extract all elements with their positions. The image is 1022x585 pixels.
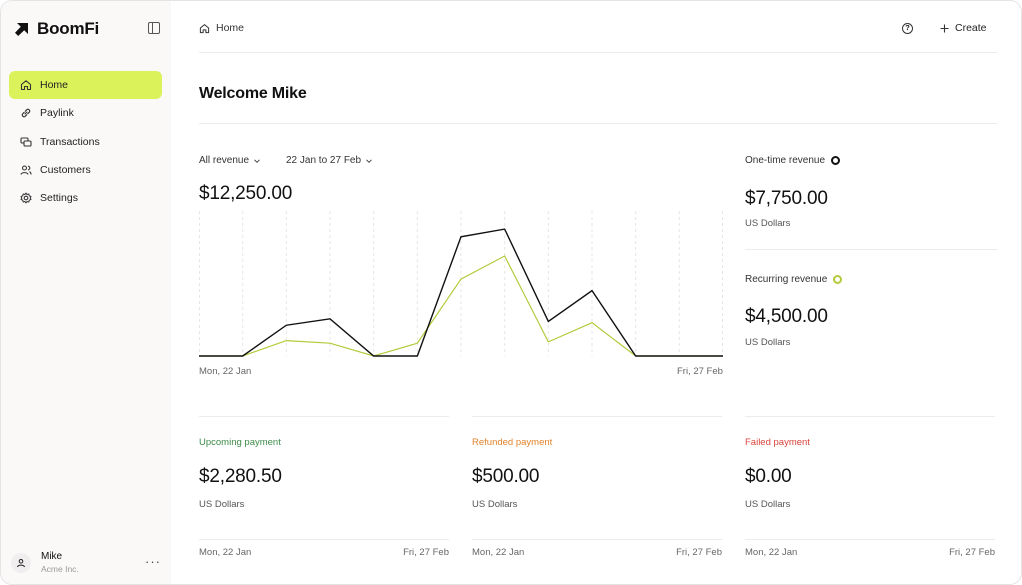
card-date-start: Mon, 22 Jan [745, 547, 798, 558]
one-time-revenue-label: One-time revenue [745, 155, 841, 166]
user-org: Acme Inc. [41, 564, 79, 574]
card-date-start: Mon, 22 Jan [472, 547, 525, 558]
sidebar-toggle-icon[interactable] [148, 22, 160, 34]
revenue-filter-label: All revenue [199, 155, 250, 166]
sidebar-item-settings[interactable]: Settings [9, 184, 162, 212]
create-button[interactable]: Create [940, 22, 987, 34]
card-title: Refunded payment [472, 437, 553, 448]
user-name: Mike [41, 551, 63, 562]
divider [745, 249, 997, 250]
recurring-revenue-label: Recurring revenue [745, 274, 843, 285]
sidebar-item-label: Customers [40, 163, 91, 176]
one-time-revenue-title: One-time revenue [745, 155, 826, 166]
home-icon [20, 80, 32, 91]
revenue-filter-dropdown[interactable]: All revenue [199, 155, 261, 166]
card-unit: US Dollars [472, 499, 518, 510]
create-label: Create [955, 22, 987, 34]
user-info: Mike Acme Inc. [41, 551, 79, 575]
card-date-end: Fri, 27 Feb [949, 547, 995, 558]
divider [472, 416, 722, 417]
recurring-legend-dot [833, 275, 843, 284]
more-options-icon[interactable]: ··· [145, 554, 161, 569]
sidebar-item-label: Settings [40, 192, 78, 205]
sidebar-item-label: Paylink [40, 107, 74, 120]
card-unit: US Dollars [745, 499, 791, 510]
boomfi-logo-icon [15, 23, 28, 36]
divider [199, 539, 449, 540]
transactions-icon [20, 137, 32, 147]
date-range-dropdown[interactable]: 22 Jan to 27 Feb [286, 155, 373, 166]
sidebar-item-transactions[interactable]: Transactions [9, 128, 162, 156]
divider [745, 539, 995, 540]
date-range-label: 22 Jan to 27 Feb [286, 155, 362, 166]
divider [472, 539, 722, 540]
failed-payment-card[interactable]: Failed payment $0.00 US Dollars Mon, 22 … [745, 416, 995, 566]
chart-series-line-0 [199, 228, 723, 357]
gear-icon [20, 192, 32, 204]
chevron-down-icon [366, 158, 372, 163]
recurring-revenue-title: Recurring revenue [745, 274, 828, 285]
users-icon [20, 165, 32, 175]
card-unit: US Dollars [199, 499, 245, 510]
one-time-revenue-value: $7,750.00 [745, 188, 828, 209]
upcoming-payment-card[interactable]: Upcoming payment $2,280.50 US Dollars Mo… [199, 416, 449, 566]
revenue-chart [199, 211, 723, 357]
sidebar: BoomFi Home Paylink Transactions Custome… [1, 1, 171, 584]
card-date-start: Mon, 22 Jan [199, 547, 252, 558]
sidebar-item-customers[interactable]: Customers [9, 156, 162, 184]
user-profile[interactable]: Mike Acme Inc. ··· [11, 550, 163, 576]
breadcrumb-label: Home [216, 22, 245, 34]
card-date-end: Fri, 27 Feb [403, 547, 449, 558]
topbar: Home ? Create [199, 1, 997, 53]
card-value: $0.00 [745, 466, 792, 487]
sidebar-nav: Home Paylink Transactions Customers Sett… [9, 71, 162, 212]
one-time-revenue-unit: US Dollars [745, 218, 791, 229]
chart-x-end-label: Fri, 27 Feb [677, 366, 723, 377]
card-title: Upcoming payment [199, 437, 281, 448]
card-value: $2,280.50 [199, 466, 282, 487]
plus-icon [940, 24, 949, 32]
sidebar-item-label: Home [40, 79, 69, 91]
help-icon[interactable]: ? [902, 23, 913, 34]
divider [199, 416, 449, 417]
avatar [11, 553, 31, 573]
app-name: BoomFi [37, 19, 100, 38]
sidebar-item-label: Transactions [40, 135, 100, 148]
link-icon [21, 109, 31, 118]
total-revenue-value: $12,250.00 [199, 183, 293, 204]
recurring-revenue-value: $4,500.00 [745, 306, 828, 327]
user-icon [17, 559, 25, 568]
breadcrumb[interactable]: Home [199, 22, 244, 34]
page-title: Welcome Mike [199, 85, 307, 102]
recurring-revenue-unit: US Dollars [745, 337, 791, 348]
chevron-down-icon [254, 158, 260, 163]
logo[interactable]: BoomFi [15, 19, 99, 39]
sidebar-item-paylink[interactable]: Paylink [9, 99, 162, 127]
one-time-legend-dot [831, 156, 841, 165]
divider [199, 123, 997, 124]
refunded-payment-card[interactable]: Refunded payment $500.00 US Dollars Mon,… [472, 416, 722, 566]
divider [745, 416, 995, 417]
card-title: Failed payment [745, 437, 810, 448]
chart-x-start-label: Mon, 22 Jan [199, 366, 252, 377]
sidebar-item-home[interactable]: Home [9, 71, 162, 99]
card-date-end: Fri, 27 Feb [676, 547, 722, 558]
home-icon [199, 23, 210, 33]
card-value: $500.00 [472, 466, 540, 487]
